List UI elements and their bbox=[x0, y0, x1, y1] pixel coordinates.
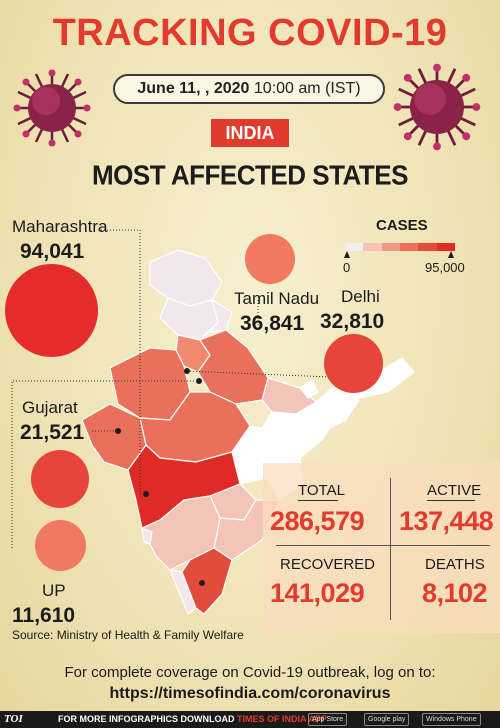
state-name-gujarat: Gujarat bbox=[22, 398, 78, 417]
pin-maharashtra bbox=[143, 491, 149, 497]
country-badge: INDIA bbox=[211, 119, 289, 147]
state-name-tamilnadu: Tamil Nadu bbox=[234, 289, 320, 308]
legend-title: CASES bbox=[376, 217, 428, 234]
windows-phone-badge[interactable]: Windows Phone bbox=[422, 713, 481, 726]
map-region-goa bbox=[141, 527, 153, 545]
footer-bar: TOI FOR MORE INFOGRAPHICS DOWNLOAD TIMES… bbox=[0, 711, 500, 728]
state-name-delhi: Delhi bbox=[341, 287, 380, 306]
state-name-up: UP bbox=[42, 581, 66, 600]
app-store-badge[interactable]: App Store bbox=[308, 713, 348, 726]
stats-divider-vertical bbox=[390, 478, 391, 620]
bubble-up bbox=[35, 520, 86, 571]
state-cases-up: 11,610 bbox=[12, 604, 76, 627]
footer-promo-prefix: FOR MORE INFOGRAPHICS DOWNLOAD bbox=[58, 714, 235, 724]
bubble-delhi bbox=[324, 334, 383, 393]
state-cases-maharashtra: 94,041 bbox=[20, 240, 85, 263]
page-title: TRACKING COVID-19 bbox=[52, 12, 448, 54]
bubble-tamilnadu bbox=[245, 234, 295, 284]
state-cases-delhi: 32,810 bbox=[320, 310, 385, 333]
section-title: MOST AFFECTED STATES bbox=[92, 159, 408, 191]
stat-label-deaths: DEATHS bbox=[425, 556, 485, 573]
stat-value-recovered: 141,029 bbox=[270, 578, 365, 608]
stat-value-total: 286,579 bbox=[270, 506, 365, 536]
map-region-uttarakhand bbox=[209, 299, 233, 333]
pin-tamilnadu bbox=[199, 580, 205, 586]
legend-swatch-6 bbox=[436, 243, 455, 251]
map-region-north bbox=[149, 249, 223, 307]
map-region-tamilnadu bbox=[181, 547, 233, 615]
virus-icon-left bbox=[13, 69, 91, 147]
legend-swatch-1 bbox=[345, 243, 364, 251]
date-text: June 11, , 2020 bbox=[137, 80, 250, 97]
pin-up bbox=[196, 378, 202, 384]
map-region-punjab bbox=[159, 297, 219, 341]
legend-swatch-2 bbox=[363, 243, 382, 251]
state-name-maharashtra: Maharashtra bbox=[12, 217, 108, 236]
stat-label-total: TOTAL bbox=[298, 482, 345, 499]
stat-label-recovered: RECOVERED bbox=[280, 556, 376, 573]
date-pill: June 11, , 2020 10:00 am (IST) bbox=[113, 74, 385, 104]
legend-max: 95,000 bbox=[425, 260, 465, 275]
coverage-link[interactable]: https://timesofindia.com/coronavirus bbox=[109, 685, 391, 702]
legend-swatch-5 bbox=[418, 243, 437, 251]
bubble-maharashtra bbox=[5, 264, 98, 357]
legend-swatch-3 bbox=[381, 243, 400, 251]
stats-divider-horizontal bbox=[276, 545, 490, 546]
google-play-badge[interactable]: Google play bbox=[364, 713, 410, 726]
virus-icon-right bbox=[393, 63, 481, 151]
stat-value-active: 137,448 bbox=[399, 506, 494, 536]
stat-value-deaths: 8,102 bbox=[422, 578, 488, 608]
footer-promo-app: TIMES OF INDIA APP bbox=[237, 714, 327, 724]
map-region-sikkim bbox=[299, 379, 319, 399]
state-cases-tamilnadu: 36,841 bbox=[240, 312, 305, 335]
source-note: Source: Ministry of Health & Family Welf… bbox=[12, 628, 244, 642]
map-region-up bbox=[197, 329, 269, 405]
legend-color-scale bbox=[345, 243, 455, 251]
time-text: 10:00 am (IST) bbox=[253, 80, 361, 97]
legend-swatch-4 bbox=[399, 243, 419, 251]
pin-delhi bbox=[184, 368, 190, 374]
coverage-text: For complete coverage on Covid-19 outbre… bbox=[64, 664, 436, 681]
bubble-gujarat bbox=[31, 450, 89, 508]
legend-min: 0 bbox=[343, 260, 351, 275]
map-region-karnataka bbox=[141, 495, 221, 571]
stat-underline-total bbox=[298, 500, 338, 501]
stat-underline-active bbox=[427, 500, 475, 501]
leader-line-maharashtra bbox=[98, 229, 146, 495]
leader-line-up bbox=[11, 380, 199, 548]
footer-promo: FOR MORE INFOGRAPHICS DOWNLOAD TIMES OF … bbox=[58, 711, 327, 728]
toi-logo: TOI bbox=[4, 713, 23, 725]
pin-gujarat bbox=[115, 428, 121, 434]
stats-panel bbox=[263, 463, 500, 633]
legend-markers bbox=[344, 251, 454, 258]
stat-label-active: ACTIVE bbox=[427, 482, 482, 499]
state-cases-gujarat: 21,521 bbox=[20, 421, 85, 444]
